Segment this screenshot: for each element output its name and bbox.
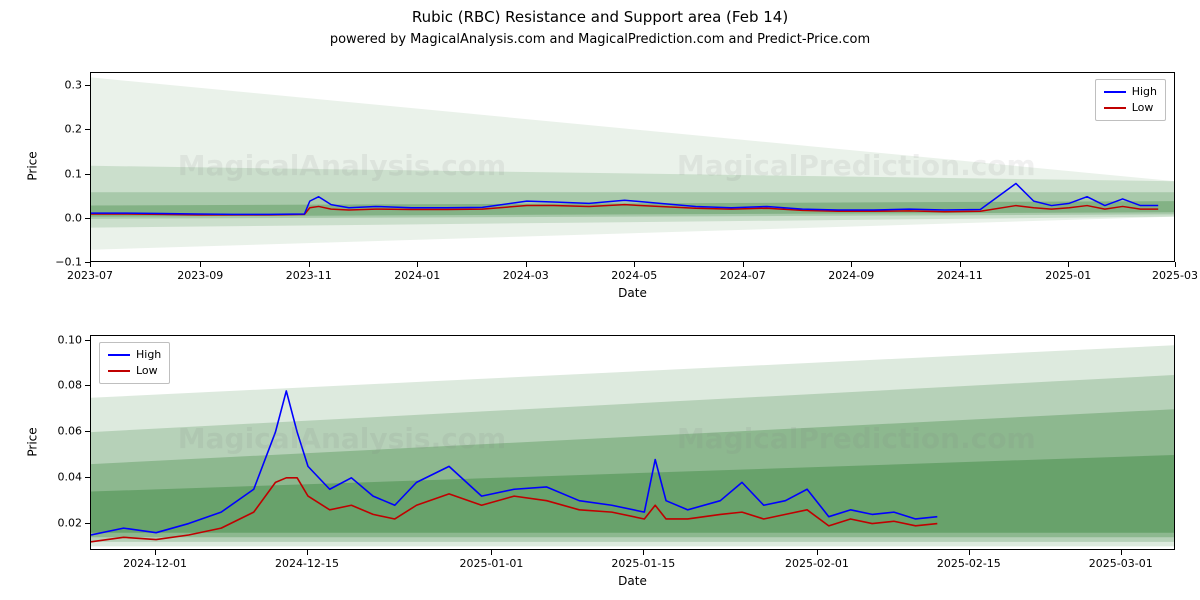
ytick (85, 340, 90, 341)
legend-entry-low: Low (108, 363, 161, 379)
legend-label-low: Low (136, 363, 158, 379)
xtick-label: 2024-12-01 (123, 557, 187, 570)
xtick (851, 262, 852, 267)
xtick (960, 262, 961, 267)
legend-label-low: Low (1132, 100, 1154, 116)
ytick (85, 385, 90, 386)
legend-swatch-low (108, 370, 130, 372)
figure: Rubic (RBC) Resistance and Support area … (0, 0, 1200, 600)
ytick (85, 85, 90, 86)
ytick (85, 477, 90, 478)
legend-swatch-low (1104, 107, 1126, 109)
xtick-label: 2024-05 (611, 269, 657, 282)
panel-bottom-xlabel: Date (90, 574, 1175, 588)
ytick-label: 0.3 (40, 79, 82, 92)
panel-bottom-svg (91, 336, 1174, 549)
xtick (1121, 550, 1122, 555)
xtick-label: 2023-07 (67, 269, 113, 282)
ytick (85, 174, 90, 175)
xtick (491, 550, 492, 555)
chart-title: Rubic (RBC) Resistance and Support area … (0, 8, 1200, 26)
panel-bottom-ylabel: Price (26, 427, 40, 456)
chart-subtitle: powered by MagicalAnalysis.com and Magic… (0, 32, 1200, 47)
xtick-label: 2025-01 (1045, 269, 1091, 282)
ytick-label: 0.02 (40, 516, 82, 529)
panel-bottom-inner: MagicalAnalysis.com MagicalPrediction.co… (91, 336, 1174, 549)
xtick-label: 2024-12-15 (275, 557, 339, 570)
xtick (155, 550, 156, 555)
xtick-label: 2025-03 (1152, 269, 1198, 282)
xtick (526, 262, 527, 267)
xtick (417, 262, 418, 267)
legend-label-high: High (136, 347, 161, 363)
ytick (85, 218, 90, 219)
xtick-label: 2023-11 (286, 269, 332, 282)
panel-top-ylabel: Price (26, 151, 40, 180)
ytick-label: 0.10 (40, 333, 82, 346)
ytick-label: 0.04 (40, 470, 82, 483)
xtick (969, 550, 970, 555)
ytick-label: 0.1 (40, 167, 82, 180)
xtick (309, 262, 310, 267)
legend-top: High Low (1095, 79, 1166, 121)
xtick-label: 2024-07 (720, 269, 766, 282)
legend-swatch-high (108, 354, 130, 356)
legend-entry-high: High (1104, 84, 1157, 100)
xtick (200, 262, 201, 267)
xtick-label: 2025-02-15 (937, 557, 1001, 570)
xtick-label: 2023-09 (177, 269, 223, 282)
ytick-label: 0.06 (40, 425, 82, 438)
xtick-label: 2024-11 (937, 269, 983, 282)
xtick-label: 2025-01-01 (459, 557, 523, 570)
xtick-label: 2024-03 (503, 269, 549, 282)
legend-label-high: High (1132, 84, 1157, 100)
ytick-label: 0.0 (40, 211, 82, 224)
ytick-label: −0.1 (40, 256, 82, 269)
xtick (307, 550, 308, 555)
panel-top-svg (91, 73, 1174, 261)
panel-top-xlabel: Date (90, 286, 1175, 300)
xtick (743, 262, 744, 267)
xtick (634, 262, 635, 267)
ytick (85, 431, 90, 432)
xtick (643, 550, 644, 555)
xtick (1175, 262, 1176, 267)
panel-bottom: MagicalAnalysis.com MagicalPrediction.co… (90, 335, 1175, 550)
panel-top-inner: MagicalAnalysis.com MagicalPrediction.co… (91, 73, 1174, 261)
legend-bottom: High Low (99, 342, 170, 384)
legend-entry-high: High (108, 347, 161, 363)
panel-top: MagicalAnalysis.com MagicalPrediction.co… (90, 72, 1175, 262)
xtick (90, 262, 91, 267)
xtick-label: 2024-01 (394, 269, 440, 282)
xtick-label: 2025-02-01 (785, 557, 849, 570)
legend-entry-low: Low (1104, 100, 1157, 116)
xtick-label: 2025-03-01 (1089, 557, 1153, 570)
ytick-label: 0.08 (40, 379, 82, 392)
xtick (1068, 262, 1069, 267)
ytick-label: 0.2 (40, 123, 82, 136)
ytick (85, 523, 90, 524)
ytick (85, 129, 90, 130)
legend-swatch-high (1104, 91, 1126, 93)
xtick-label: 2024-09 (828, 269, 874, 282)
xtick (817, 550, 818, 555)
xtick-label: 2025-01-15 (611, 557, 675, 570)
